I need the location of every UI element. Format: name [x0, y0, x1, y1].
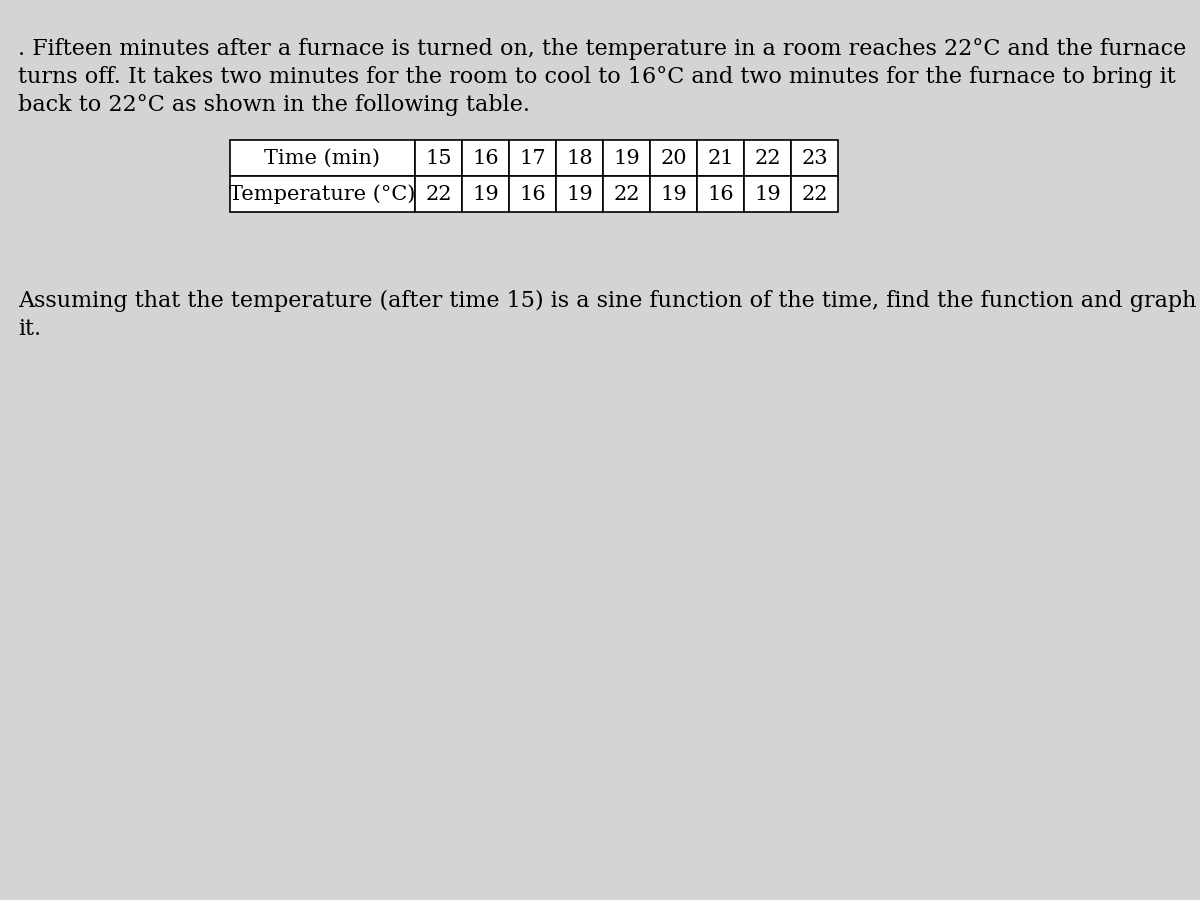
Text: 18: 18: [566, 148, 593, 167]
Text: 15: 15: [425, 148, 452, 167]
Text: 19: 19: [566, 184, 593, 203]
Bar: [791, 176, 838, 212]
Bar: [650, 140, 697, 176]
Text: 17: 17: [520, 148, 546, 167]
Bar: [744, 140, 791, 176]
Bar: [230, 140, 415, 176]
Text: 22: 22: [755, 148, 781, 167]
Text: back to 22°C as shown in the following table.: back to 22°C as shown in the following t…: [18, 94, 530, 116]
Bar: [604, 176, 650, 212]
Bar: [230, 176, 415, 212]
Bar: [556, 140, 604, 176]
Text: 16: 16: [520, 184, 546, 203]
Text: 19: 19: [660, 184, 686, 203]
Text: 22: 22: [613, 184, 640, 203]
Text: 19: 19: [472, 184, 499, 203]
Text: 16: 16: [472, 148, 499, 167]
Text: . Fifteen minutes after a furnace is turned on, the temperature in a room reache: . Fifteen minutes after a furnace is tur…: [18, 38, 1187, 60]
Text: 19: 19: [754, 184, 781, 203]
Bar: [462, 140, 509, 176]
Text: 22: 22: [802, 184, 828, 203]
Bar: [509, 176, 556, 212]
Text: it.: it.: [18, 318, 41, 340]
Bar: [415, 140, 462, 176]
Text: 22: 22: [425, 184, 451, 203]
Bar: [650, 176, 697, 212]
Text: 21: 21: [707, 148, 734, 167]
Bar: [415, 176, 462, 212]
Text: turns off. It takes two minutes for the room to cool to 16°C and two minutes for: turns off. It takes two minutes for the …: [18, 66, 1176, 88]
Text: Temperature (°C): Temperature (°C): [229, 184, 415, 203]
Text: 23: 23: [802, 148, 828, 167]
Bar: [509, 140, 556, 176]
Text: Assuming that the temperature (after time 15) is a sine function of the time, fi: Assuming that the temperature (after tim…: [18, 290, 1196, 312]
Text: 16: 16: [707, 184, 734, 203]
Bar: [697, 176, 744, 212]
Bar: [556, 176, 604, 212]
Text: 20: 20: [660, 148, 686, 167]
Bar: [697, 140, 744, 176]
Text: Time (min): Time (min): [264, 148, 380, 167]
Bar: [462, 176, 509, 212]
Bar: [604, 140, 650, 176]
Text: 19: 19: [613, 148, 640, 167]
Bar: [744, 176, 791, 212]
Bar: [791, 140, 838, 176]
